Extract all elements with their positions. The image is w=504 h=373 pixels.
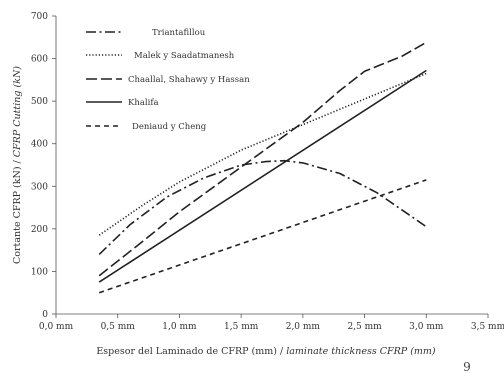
y-tick-label: 100 bbox=[31, 267, 48, 277]
axes bbox=[55, 16, 488, 315]
legend-label: Malek y Saadatmanesh bbox=[134, 51, 235, 61]
x-axis-title-italic: laminate thickness CFRP (mm) bbox=[286, 346, 436, 357]
series-line-triantafillou bbox=[98, 159, 427, 255]
page-number: 9 bbox=[463, 360, 471, 373]
y-tick-label: 400 bbox=[31, 140, 48, 150]
x-tick-label: 3,5 mm bbox=[471, 322, 504, 332]
x-tick-label: 1,5 mm bbox=[224, 322, 259, 332]
legend-label: Chaallal, Shahawy y Hassan bbox=[128, 75, 250, 85]
y-tick-label: 0 bbox=[42, 310, 48, 320]
y-tick-label: 700 bbox=[31, 12, 48, 22]
y-tick-label: 500 bbox=[31, 97, 48, 107]
y-axis-ticks: 0 100 200 300 400 500 600 700 bbox=[31, 12, 56, 320]
series-line-khalifa bbox=[98, 69, 427, 283]
y-axis-title: Cortante CFRP (kN) / CFRP Cutting (kN) bbox=[12, 66, 23, 264]
x-axis-title-main: Espesor del Laminado de CFRP (mm) / bbox=[96, 346, 286, 357]
y-axis-title-main: Cortante CFRP (kN) / bbox=[12, 157, 23, 264]
x-axis-ticks: 0,0 mm 0,5 mm 1,0 mm 1,5 mm 2,0 mm 2,5 mm 3,0 … bbox=[39, 314, 504, 332]
y-tick-label: 300 bbox=[31, 182, 48, 192]
x-tick-label: 0,0 mm bbox=[39, 322, 74, 332]
x-tick-label: 3,0 mm bbox=[409, 322, 444, 332]
legend: Triantafillou Malek y Saadatmanesh Chaalla… bbox=[86, 28, 250, 132]
legend-label: Khalifa bbox=[128, 98, 159, 108]
series-line-deniaud-y-cheng bbox=[98, 179, 427, 294]
legend-label: Triantafillou bbox=[152, 28, 206, 38]
series-line-chaallal-shahawy-y-hassan bbox=[98, 41, 427, 277]
x-tick-label: 2,0 mm bbox=[286, 322, 321, 332]
y-tick-label: 200 bbox=[31, 225, 48, 235]
series-layer bbox=[98, 41, 427, 294]
y-axis-title-italic: CFRP Cutting (kN) bbox=[12, 66, 23, 157]
legend-label: Deniaud y Cheng bbox=[132, 122, 207, 132]
x-tick-label: 0,5 mm bbox=[101, 322, 136, 332]
x-tick-label: 2,5 mm bbox=[347, 322, 382, 332]
x-tick-label: 1,0 mm bbox=[162, 322, 197, 332]
y-tick-label: 600 bbox=[31, 55, 48, 65]
x-axis-title: Espesor del Laminado de CFRP (mm) / lami… bbox=[96, 346, 436, 357]
